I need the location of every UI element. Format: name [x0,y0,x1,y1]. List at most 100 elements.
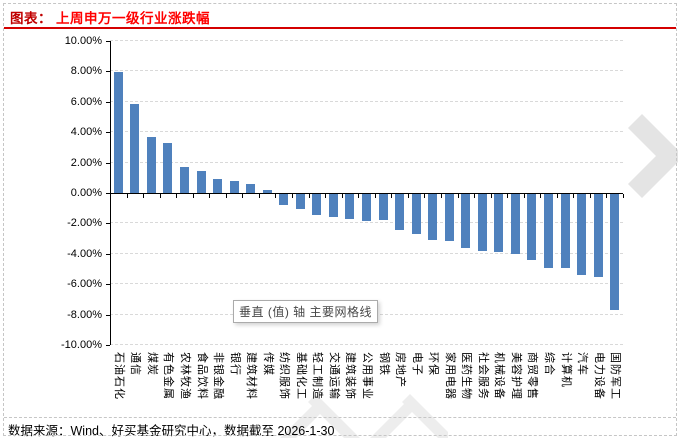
x-axis-tick [540,194,542,198]
y-axis-tick [106,193,110,194]
major-gridline[interactable] [110,344,623,345]
bar[interactable] [593,194,603,277]
bar[interactable] [560,194,570,269]
x-axis-tick [358,194,360,198]
major-gridline[interactable] [110,131,623,133]
x-axis-category-label-text: 有色金属 [162,352,175,400]
major-gridline[interactable] [110,252,623,254]
y-axis-tick [106,162,110,164]
x-axis-category-label-text: 美容护理 [509,352,522,400]
y-axis-tick [106,41,110,42]
x-axis-category-label-text: 公用事业 [361,352,373,400]
major-gridline[interactable] [110,40,623,41]
x-axis-tick [341,194,343,198]
y-axis-tick [106,71,110,73]
bar[interactable] [113,72,123,193]
y-axis-tick [106,314,110,316]
bar[interactable] [130,104,140,193]
x-axis-category-label-text: 传媒 [261,352,274,376]
y-axis-tick-label: 2.00% [70,156,102,169]
bar[interactable] [527,194,537,261]
major-gridline[interactable] [110,222,623,224]
x-axis-category-label-text: 家用电器 [443,352,456,400]
x-axis-category-label-text: 房地产 [394,352,407,388]
bar[interactable] [395,194,405,231]
major-gridline[interactable] [110,283,623,285]
bar[interactable] [444,194,454,242]
footer-divider [4,417,676,418]
x-axis-category-label-text: 非银金融 [212,352,225,400]
x-axis-category-label-text: 社会服务 [476,352,489,400]
x-axis-tick [275,194,277,198]
x-axis-tick [143,194,145,198]
gridline-tooltip: 垂直 (值) 轴 主要网格线 [233,300,378,323]
bar[interactable] [279,194,289,205]
x-axis-category-label-text: 钢铁 [377,352,390,376]
bar[interactable] [295,194,305,210]
bar[interactable] [262,189,272,193]
bar[interactable] [229,180,239,193]
watermark-bottom-icon [280,394,448,438]
bar[interactable] [246,183,256,193]
bar[interactable] [544,194,554,269]
x-axis-tick [391,194,393,198]
y-axis-tick [106,345,110,346]
x-axis-category-label-text: 交通运输 [327,352,340,400]
x-axis-category-label-text: 环保 [427,352,440,376]
bar[interactable] [378,194,388,220]
bar[interactable] [610,194,620,311]
y-axis-tick [106,101,110,103]
x-axis-tick [225,194,227,198]
major-gridline[interactable] [110,70,623,72]
chart-title: 图表： 上周申万一级行业涨跌幅 [10,7,210,27]
x-axis-tick [242,194,244,198]
x-axis-line [110,193,623,194]
y-axis-tick-label: -10.00% [61,339,102,351]
y-axis-tick-label: -2.00% [67,217,102,230]
bar[interactable] [362,194,371,221]
y-axis-tick-label: 6.00% [70,95,102,108]
data-source-note: 数据来源：Wind、好买基金研究中心，数据截至 2026-1-30 [8,424,335,438]
y-axis-tick-label: 4.00% [70,126,102,139]
x-axis-category-label-text: 农林牧渔 [178,352,191,400]
bar[interactable] [411,194,421,235]
x-axis-category-label-text: 纺织服饰 [278,352,291,400]
major-gridline[interactable] [110,100,623,102]
bar[interactable] [213,179,223,193]
x-axis-category-label-text: 计算机 [559,352,572,388]
x-axis-tick [126,194,128,198]
x-axis-tick [606,194,608,198]
bar[interactable] [461,194,471,248]
bar[interactable] [179,167,189,193]
x-axis-category-label-text: 商贸零售 [526,352,539,400]
bar[interactable] [146,136,156,193]
x-axis-tick [440,194,442,198]
x-axis-tick [407,194,409,198]
bar[interactable] [196,170,206,193]
watermark-chevron-icon [628,114,678,198]
major-gridline[interactable] [110,161,623,163]
x-axis-tick [110,194,111,198]
x-axis-category-label-text: 电子 [410,352,423,376]
bar[interactable] [577,194,587,275]
bar[interactable] [428,194,438,240]
bar[interactable] [494,194,504,252]
x-axis-category-label-text: 建筑材料 [245,352,258,400]
bar[interactable] [477,194,487,251]
bar[interactable] [312,194,322,216]
bar[interactable] [163,142,173,193]
chart-title-text: 上周申万一级行业涨跌幅 [56,11,210,26]
x-axis-tick [507,194,509,198]
x-axis-tick [424,194,426,198]
y-axis-tick-label: 0.00% [70,187,102,199]
x-axis-category-label-text: 建筑装饰 [344,352,357,400]
x-axis-category-label-text: 电力设备 [592,352,605,400]
bar[interactable] [510,194,520,255]
x-axis-category-label-text: 汽车 [576,352,589,376]
bar[interactable] [345,194,355,220]
bar[interactable] [328,194,338,217]
x-axis-tick [490,194,492,198]
x-axis-tick [589,194,591,198]
x-axis-tick [308,194,310,198]
